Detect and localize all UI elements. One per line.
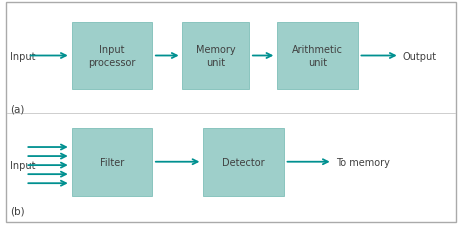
FancyBboxPatch shape (72, 128, 152, 196)
Text: Output: Output (403, 51, 437, 61)
FancyBboxPatch shape (6, 3, 456, 222)
Text: Input: Input (10, 51, 36, 61)
Text: Input: Input (10, 160, 36, 170)
Text: (b): (b) (10, 205, 25, 215)
Text: (a): (a) (10, 104, 24, 114)
Text: Memory
unit: Memory unit (196, 45, 236, 68)
Text: To memory: To memory (336, 157, 390, 167)
Text: Filter: Filter (100, 157, 124, 167)
FancyBboxPatch shape (72, 22, 152, 90)
FancyBboxPatch shape (182, 22, 249, 90)
Text: Input
processor: Input processor (88, 45, 136, 68)
Text: Detector: Detector (222, 157, 265, 167)
FancyBboxPatch shape (203, 128, 284, 196)
Text: Arithmetic
unit: Arithmetic unit (292, 45, 343, 68)
FancyBboxPatch shape (277, 22, 358, 90)
